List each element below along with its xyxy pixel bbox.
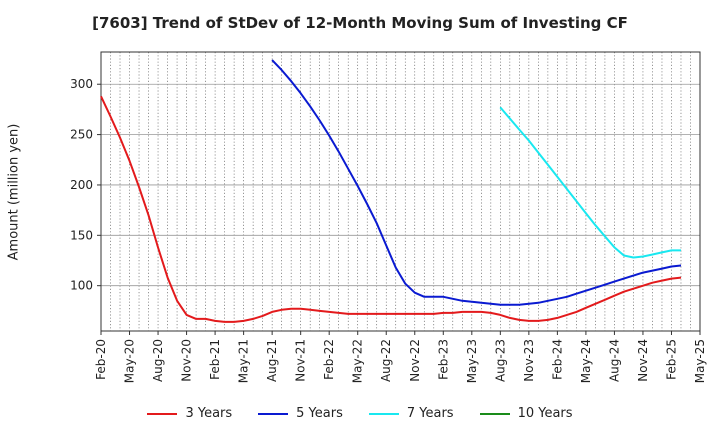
x-tick-label: May-22 [351,339,365,383]
series-line-5-years [271,59,682,306]
legend-label: 7 Years [406,406,454,421]
x-tick-label: May-24 [579,339,593,383]
series-line-7-years [499,106,681,259]
legend-swatch [368,412,399,415]
x-tick-label: Nov-20 [180,339,194,382]
x-tick-label: Aug-20 [151,339,165,382]
x-tick-label: Nov-24 [636,339,650,382]
x-tick-label: Feb-21 [208,339,222,380]
x-tick-label: May-20 [123,339,137,383]
y-tick-label: 100 [70,279,93,293]
legend-label: 10 Years [517,406,573,421]
x-tick-label: Feb-25 [664,339,678,380]
x-tick-label: May-25 [693,339,707,383]
axis-ticks: 100 150 200 250 300 Feb-20 May-20 Aug-20 Nov-20 F… [70,77,707,383]
grid-lines [100,52,701,331]
x-tick-label: May-23 [465,339,479,383]
x-tick-label: Nov-23 [522,339,536,382]
legend-item: 7 Years [368,406,454,421]
x-tick-label: May-21 [237,339,251,383]
y-tick-label: 150 [70,228,93,242]
legend-item: 10 Years [479,406,573,421]
x-tick-label: Feb-20 [94,339,108,380]
x-tick-label: Feb-22 [322,339,336,380]
y-tick-label: 200 [70,178,93,192]
legend: 3 Years 5 Years 7 Years 10 Years [0,406,720,421]
x-tick-label: Feb-23 [436,339,450,380]
x-tick-label: Nov-21 [294,339,308,382]
legend-label: 3 Years [185,406,233,421]
legend-item: 5 Years [258,406,343,421]
legend-swatch [479,412,510,415]
legend-item: 3 Years [147,406,232,421]
x-tick-label: Aug-22 [379,339,393,382]
legend-swatch [258,412,289,415]
x-tick-label: Aug-21 [265,339,279,382]
legend-label: 5 Years [296,406,343,421]
series-lines [100,59,682,323]
y-tick-label: 250 [70,128,93,142]
chart-title: [7603] Trend of StDev of 12-Month Moving… [92,14,628,32]
x-tick-label: Aug-24 [607,339,621,382]
y-tick-label: 300 [70,77,93,91]
x-tick-label: Nov-22 [408,339,422,382]
series-line-3-years [100,95,682,323]
x-tick-label: Feb-24 [550,339,564,380]
plot-frame [100,51,701,332]
x-tick-label: Aug-23 [493,339,507,382]
legend-swatch [147,412,178,415]
